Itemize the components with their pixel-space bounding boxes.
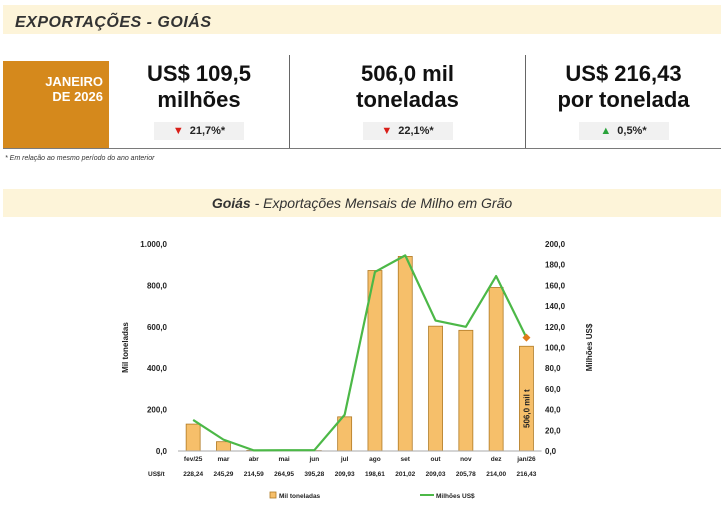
chart-bar	[488, 287, 504, 452]
period-month: JANEIRO	[45, 74, 103, 89]
x-tick-label: jul	[340, 456, 349, 463]
x-tick-label: ago	[369, 456, 381, 463]
chart-title-band: Goiás - Exportações Mensais de Milho em …	[3, 189, 721, 217]
arrow-down-icon: ▼	[381, 125, 393, 137]
kpi-volume: 506,0 mil toneladas ▼ 22,1%*	[290, 55, 525, 148]
header-band: EXPORTAÇÕES - GOIÁS	[3, 5, 721, 34]
x-tick-label: nov	[460, 456, 472, 463]
price-row-value: 245,29	[214, 471, 234, 478]
y-right-tick-label: 80,0	[545, 364, 561, 373]
y-left-tick-label: 1.000,0	[140, 240, 167, 249]
price-row-value: 214,00	[486, 471, 506, 478]
y-left-tick-label: 600,0	[147, 323, 168, 332]
chart-title-state: Goiás	[211, 195, 251, 211]
x-tick-label: out	[430, 456, 441, 463]
period-year: DE 2026	[52, 89, 103, 104]
legend-label-line: Milhões US$	[436, 493, 475, 500]
kpi-divider	[289, 55, 290, 148]
kpi-price: US$ 216,43 por tonelada ▲ 0,5%*	[526, 55, 721, 148]
y-left-axis-title: Mil toneladas	[121, 322, 130, 373]
kpi-divider	[525, 55, 526, 148]
chart-bar	[397, 256, 413, 452]
price-row-label: US$/t	[148, 471, 165, 478]
legend-swatch-bar	[269, 491, 277, 499]
price-row-value: 209,93	[335, 471, 355, 478]
page-title: EXPORTAÇÕES - GOIÁS	[15, 14, 212, 31]
kpi-value-line1: US$ 216,43	[565, 61, 682, 86]
x-tick-label: fev/25	[184, 456, 203, 463]
kpi-value-line1: US$ 109,5	[147, 61, 251, 86]
price-row-value: 395,28	[304, 471, 324, 478]
price-row-value: 205,78	[456, 471, 476, 478]
y-right-tick-label: 140,0	[545, 302, 566, 311]
chart-title-rest: - Exportações Mensais de Milho em Grão	[250, 195, 513, 211]
kpi-value-line2: por tonelada	[557, 87, 690, 112]
arrow-down-icon: ▼	[172, 125, 184, 137]
y-right-tick-label: 120,0	[545, 323, 566, 332]
kpi-value-line2: toneladas	[356, 87, 459, 112]
kpi-row: JANEIRO DE 2026 US$ 109,5 milhões ▼ 21,7%…	[3, 55, 721, 150]
x-tick-label: dez	[491, 456, 503, 463]
price-row-value: 228,24	[183, 471, 203, 478]
legend-label-bar: Mil toneladas	[279, 493, 321, 500]
x-tick-label: mar	[217, 456, 229, 463]
price-row-value: 209,03	[426, 471, 446, 478]
x-tick-label: set	[401, 456, 411, 463]
price-row-value: 216,43	[517, 471, 537, 478]
kpi-value-usd: US$ 109,5 milhões ▼ 21,7%*	[109, 55, 289, 148]
price-row-value: 198,61	[365, 471, 385, 478]
y-right-axis-title: Milhões US$	[585, 323, 594, 371]
chart-bar	[216, 441, 231, 452]
kpi-value-line1: 506,0 mil	[361, 61, 454, 86]
x-tick-label: jun	[308, 456, 319, 463]
line-last-marker	[522, 333, 531, 342]
kpi-change-value: 0,5%*	[617, 125, 647, 137]
line-series-usd	[192, 254, 528, 452]
y-right-tick-label: 20,0	[545, 426, 561, 435]
chart-bar	[428, 325, 443, 452]
y-right-tick-label: 40,0	[545, 406, 561, 415]
kpi-bottom-rule	[3, 148, 721, 149]
y-left-tick-label: 400,0	[147, 364, 168, 373]
y-left-tick-label: 800,0	[147, 281, 168, 290]
y-left-tick-label: 200,0	[147, 406, 168, 415]
price-row-value: 264,95	[274, 471, 294, 478]
price-row-value: 214,59	[244, 471, 264, 478]
y-right-tick-label: 0,0	[545, 447, 557, 456]
kpi-change-badge: ▲ 0,5%*	[578, 122, 669, 140]
y-right-tick-label: 200,0	[545, 240, 566, 249]
arrow-up-icon: ▲	[600, 125, 612, 137]
kpi-change-value: 22,1%*	[398, 125, 434, 137]
period-box: JANEIRO DE 2026	[3, 61, 109, 149]
y-right-tick-label: 60,0	[545, 385, 561, 394]
footnote: * Em relação ao mesmo período do ano ant…	[5, 155, 155, 162]
x-tick-label: abr	[249, 456, 260, 463]
kpi-value-line2: milhões	[157, 87, 241, 112]
y-right-tick-label: 160,0	[545, 281, 566, 290]
y-right-tick-label: 100,0	[545, 344, 566, 353]
x-tick-label: mai	[278, 456, 289, 463]
x-tick-label: jan/26	[516, 456, 536, 463]
bar-annotation: 506,0 mil t	[522, 389, 531, 428]
chart-bar	[185, 423, 201, 452]
kpi-change-badge: ▼ 21,7%*	[154, 122, 244, 140]
chart-bar	[458, 329, 474, 452]
y-left-tick-label: 0,0	[156, 447, 168, 456]
price-row-value: 201,02	[395, 471, 415, 478]
combo-chart: 0,0 200,0 400,0 600,0 800,0 1.000,0 0,0 20,0 40,…	[121, 240, 594, 500]
kpi-change-badge: ▼ 22,1%*	[362, 122, 453, 140]
y-right-tick-label: 180,0	[545, 261, 566, 270]
kpi-change-value: 21,7%*	[189, 125, 226, 137]
